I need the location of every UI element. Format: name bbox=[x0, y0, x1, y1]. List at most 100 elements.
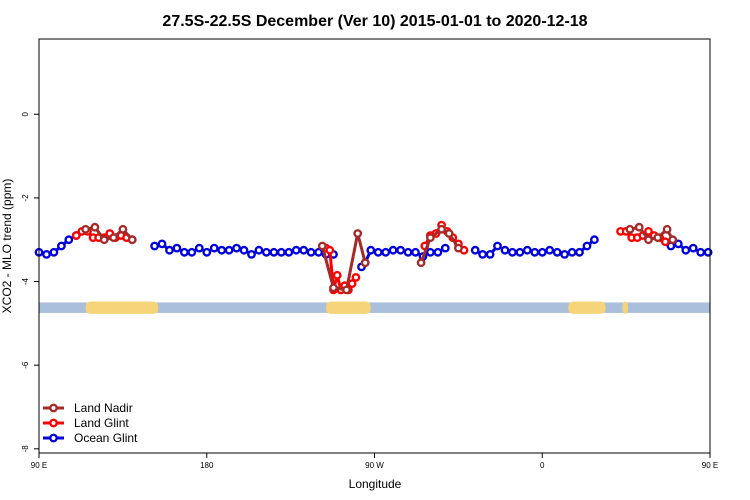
data-point-ocean-glint-1-8 bbox=[209, 243, 219, 253]
data-point-ocean-glint-1-16 bbox=[269, 247, 279, 257]
data-point-ocean-glint-5-1 bbox=[673, 239, 683, 249]
data-point-land-nadir-3-5 bbox=[668, 235, 678, 245]
data-point-ocean-glint-5-4 bbox=[696, 247, 706, 257]
data-point-ocean-glint-1-1 bbox=[157, 239, 167, 249]
land-segment-1 bbox=[326, 301, 371, 314]
data-point-ocean-glint-1-5 bbox=[187, 247, 197, 257]
data-point-ocean-glint-4-11 bbox=[582, 241, 592, 251]
data-point-ocean-glint-2-2 bbox=[366, 245, 376, 255]
x-tick-label-0: 90 E bbox=[31, 461, 47, 470]
data-point-ocean-glint-2-8 bbox=[411, 247, 420, 257]
y-tick-label-1: -2 bbox=[21, 194, 30, 202]
y-axis-label: XCO2 - MLO trend (ppm) bbox=[0, 179, 14, 314]
series-land-nadir bbox=[81, 222, 678, 295]
data-point-land-nadir-2-2 bbox=[437, 224, 446, 234]
data-point-land-glint-1-3 bbox=[332, 270, 342, 280]
data-point-ocean-glint-4-5 bbox=[537, 247, 547, 257]
data-point-land-nadir-1-0 bbox=[317, 241, 327, 251]
land-segment-2 bbox=[568, 301, 606, 314]
data-point-ocean-glint-1-12 bbox=[239, 245, 249, 255]
data-point-land-nadir-0-3 bbox=[109, 233, 119, 243]
data-point-land-nadir-0-2 bbox=[99, 235, 109, 245]
data-point-ocean-glint-1-13 bbox=[247, 249, 256, 259]
data-point-ocean-glint-4-1 bbox=[508, 247, 517, 257]
data-point-ocean-glint-2-4 bbox=[381, 247, 391, 257]
data-point-land-nadir-1-4 bbox=[360, 258, 370, 268]
data-point-ocean-glint-1-11 bbox=[232, 243, 242, 253]
data-point-land-nadir-3-3 bbox=[653, 233, 663, 243]
data-point-ocean-glint-5-2 bbox=[681, 245, 691, 255]
data-point-ocean-glint-1-3 bbox=[172, 243, 182, 253]
data-point-ocean-glint-1-22 bbox=[314, 247, 323, 257]
y-tick-label-3: -6 bbox=[21, 361, 30, 369]
x-tick-label-1: 180 bbox=[200, 461, 214, 470]
data-point-land-nadir-2-3 bbox=[444, 229, 454, 238]
x-tick-label-3: 0 bbox=[540, 461, 545, 470]
series-ocean-glint bbox=[34, 231, 713, 272]
x-axis: 90 E 180 90 W 0 90 E bbox=[31, 453, 718, 470]
data-point-land-glint-1-8 bbox=[351, 272, 361, 282]
data-point-ocean-glint-0-2 bbox=[49, 247, 59, 257]
x-axis-label: Longitude bbox=[349, 477, 402, 491]
data-point-land-nadir-0-4 bbox=[118, 224, 128, 234]
data-point-land-nadir-2-4 bbox=[453, 243, 463, 253]
data-point-ocean-glint-1-7 bbox=[202, 247, 212, 257]
data-point-ocean-glint-2-7 bbox=[403, 247, 413, 257]
data-point-ocean-glint-1-2 bbox=[165, 245, 174, 255]
data-point-ocean-glint-2-10 bbox=[425, 247, 435, 257]
data-point-land-nadir-1-3 bbox=[353, 229, 363, 238]
data-point-ocean-glint-4-2 bbox=[515, 247, 525, 257]
plot-frame bbox=[38, 38, 711, 454]
data-point-ocean-glint-3-1 bbox=[478, 249, 487, 259]
data-point-land-nadir-1-2 bbox=[342, 285, 351, 295]
data-point-land-nadir-3-1 bbox=[634, 222, 644, 232]
legend-marker-land-nadir bbox=[49, 403, 58, 413]
data-point-ocean-glint-4-8 bbox=[560, 249, 569, 259]
data-point-ocean-glint-1-20 bbox=[299, 245, 309, 255]
y-axis: 0 -2 -4 -6 -8 bbox=[21, 111, 39, 452]
legend-label-ocean-glint: Ocean Glint bbox=[74, 431, 138, 445]
data-point-ocean-glint-4-7 bbox=[552, 247, 562, 257]
data-point-land-glint-3-5 bbox=[644, 226, 653, 236]
data-point-ocean-glint-4-12 bbox=[590, 235, 599, 245]
x-tick-label-4: 90 E bbox=[702, 461, 718, 470]
y-tick-label-2: -4 bbox=[21, 277, 30, 285]
data-point-land-nadir-0-5 bbox=[127, 235, 137, 245]
data-point-ocean-glint-5-3 bbox=[688, 243, 698, 253]
data-point-ocean-glint-3-3 bbox=[493, 241, 502, 251]
data-point-ocean-glint-1-4 bbox=[179, 247, 189, 257]
data-point-ocean-glint-1-19 bbox=[291, 245, 301, 255]
data-point-land-glint-0-0 bbox=[71, 231, 81, 240]
data-point-ocean-glint-4-10 bbox=[575, 247, 584, 257]
land-segment-3 bbox=[622, 301, 628, 314]
chart-title: 27.5S-22.5S December (Ver 10) 2015-01-01… bbox=[162, 13, 587, 30]
land-mask-band bbox=[39, 301, 710, 314]
data-point-land-glint-3-8 bbox=[660, 237, 670, 247]
data-point-ocean-glint-1-21 bbox=[306, 247, 316, 257]
data-point-ocean-glint-2-3 bbox=[373, 247, 383, 257]
x-tick-label-2: 90 W bbox=[365, 461, 384, 470]
data-point-land-nadir-2-1 bbox=[425, 233, 435, 243]
land-segment-0 bbox=[85, 301, 159, 314]
data-point-land-glint-1-1 bbox=[325, 245, 335, 255]
data-point-ocean-glint-2-12 bbox=[440, 243, 450, 253]
data-point-ocean-glint-1-15 bbox=[261, 247, 271, 257]
data-point-ocean-glint-1-18 bbox=[284, 247, 294, 257]
data-point-ocean-glint-0-3 bbox=[57, 241, 66, 251]
data-point-ocean-glint-1-14 bbox=[254, 245, 264, 255]
data-point-ocean-glint-4-3 bbox=[522, 245, 532, 255]
data-point-ocean-glint-0-4 bbox=[64, 235, 74, 245]
data-point-ocean-glint-4-0 bbox=[500, 245, 510, 255]
data-point-ocean-glint-4-9 bbox=[567, 247, 577, 257]
data-point-ocean-glint-2-6 bbox=[396, 245, 405, 255]
legend-label-land-glint: Land Glint bbox=[74, 416, 129, 430]
y-tick-label-0: 0 bbox=[21, 111, 30, 116]
data-point-ocean-glint-4-6 bbox=[545, 245, 555, 255]
y-tick-label-4: -8 bbox=[21, 445, 30, 453]
data-point-land-nadir-1-1 bbox=[329, 283, 338, 293]
data-point-land-nadir-3-2 bbox=[644, 235, 653, 245]
data-point-land-nadir-3-4 bbox=[662, 224, 672, 234]
series-layer bbox=[34, 220, 713, 295]
